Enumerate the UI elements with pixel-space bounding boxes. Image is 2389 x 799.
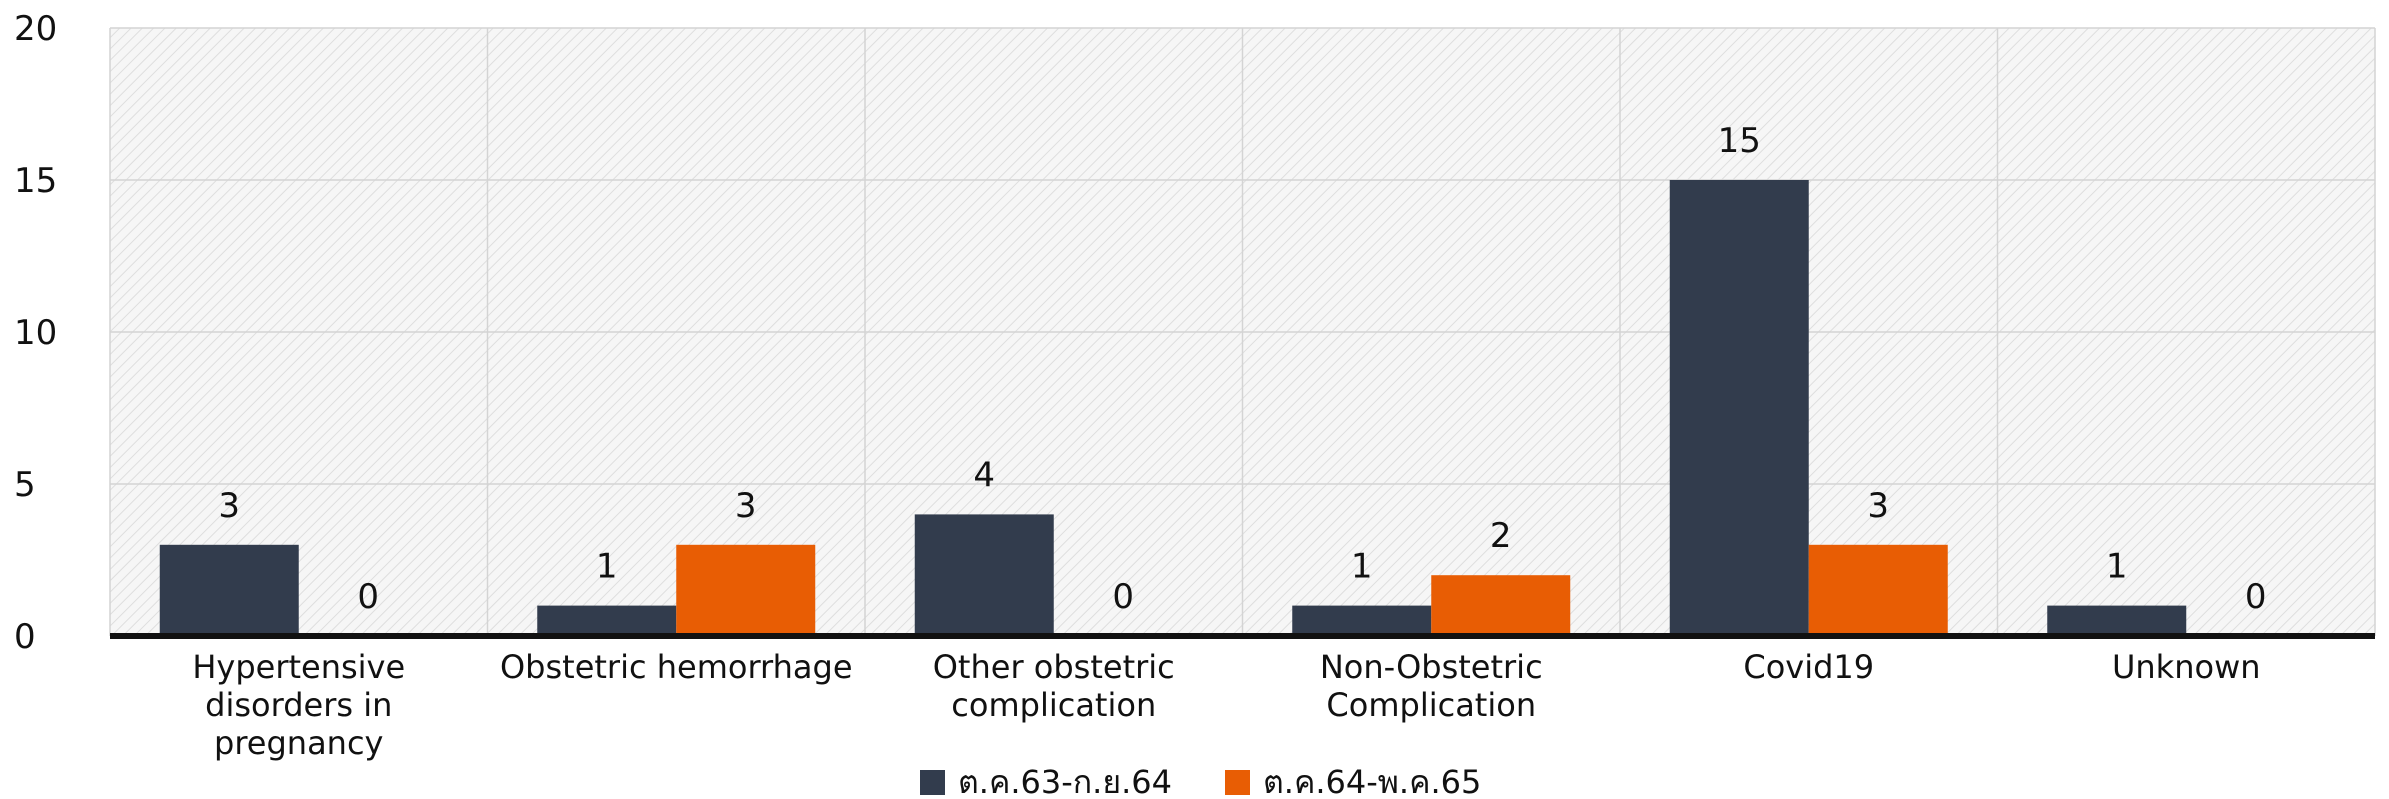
bar-series-1: [676, 544, 816, 636]
bar-series-0: [159, 544, 299, 636]
data-label: 1: [1351, 547, 1373, 587]
y-tick-label: 10: [14, 313, 57, 353]
bar-series-0: [914, 514, 1054, 636]
data-label: 2: [1490, 516, 1512, 556]
data-label: 3: [218, 486, 240, 526]
data-label: 3: [735, 486, 757, 526]
data-label: 1: [596, 547, 618, 587]
bar-series-1: [1808, 544, 1948, 636]
x-tick-label: Covid19: [1743, 648, 1874, 686]
data-label: 0: [357, 577, 379, 617]
x-tick-label: Hypertensive: [192, 648, 405, 686]
data-label: 0: [1112, 577, 1134, 617]
bar-series-0: [1292, 605, 1432, 636]
legend-label: ต.ค.64-พ.ค.65: [1263, 763, 1481, 799]
bar-series-0: [1669, 180, 1809, 636]
data-label: 4: [973, 455, 995, 495]
x-tick-label: Other obstetric: [933, 648, 1175, 686]
x-tick-label: Complication: [1326, 686, 1536, 724]
x-tick-label: pregnancy: [214, 724, 383, 762]
x-tick-label: Non-Obstetric: [1320, 648, 1543, 686]
bar-series-1: [1431, 575, 1571, 636]
x-tick-label: complication: [951, 686, 1156, 724]
y-tick-label: 15: [14, 161, 57, 201]
data-label: 0: [2245, 577, 2267, 617]
x-tick-label: Unknown: [2112, 648, 2261, 686]
data-label: 1: [2106, 547, 2128, 587]
y-tick-label: 5: [14, 465, 36, 505]
x-tick-label: Obstetric hemorrhage: [500, 648, 853, 686]
data-label: 3: [1867, 486, 1889, 526]
bar-series-0: [537, 605, 677, 636]
x-tick-label: disorders in: [205, 686, 392, 724]
y-tick-label: 20: [14, 9, 57, 49]
legend-swatch: [920, 770, 945, 795]
legend-swatch: [1225, 770, 1250, 795]
legend-label: ต.ค.63-ก.ย.64: [958, 763, 1172, 799]
data-label: 15: [1718, 121, 1761, 161]
y-tick-label: 0: [14, 617, 36, 657]
bar-series-0: [2047, 605, 2187, 636]
